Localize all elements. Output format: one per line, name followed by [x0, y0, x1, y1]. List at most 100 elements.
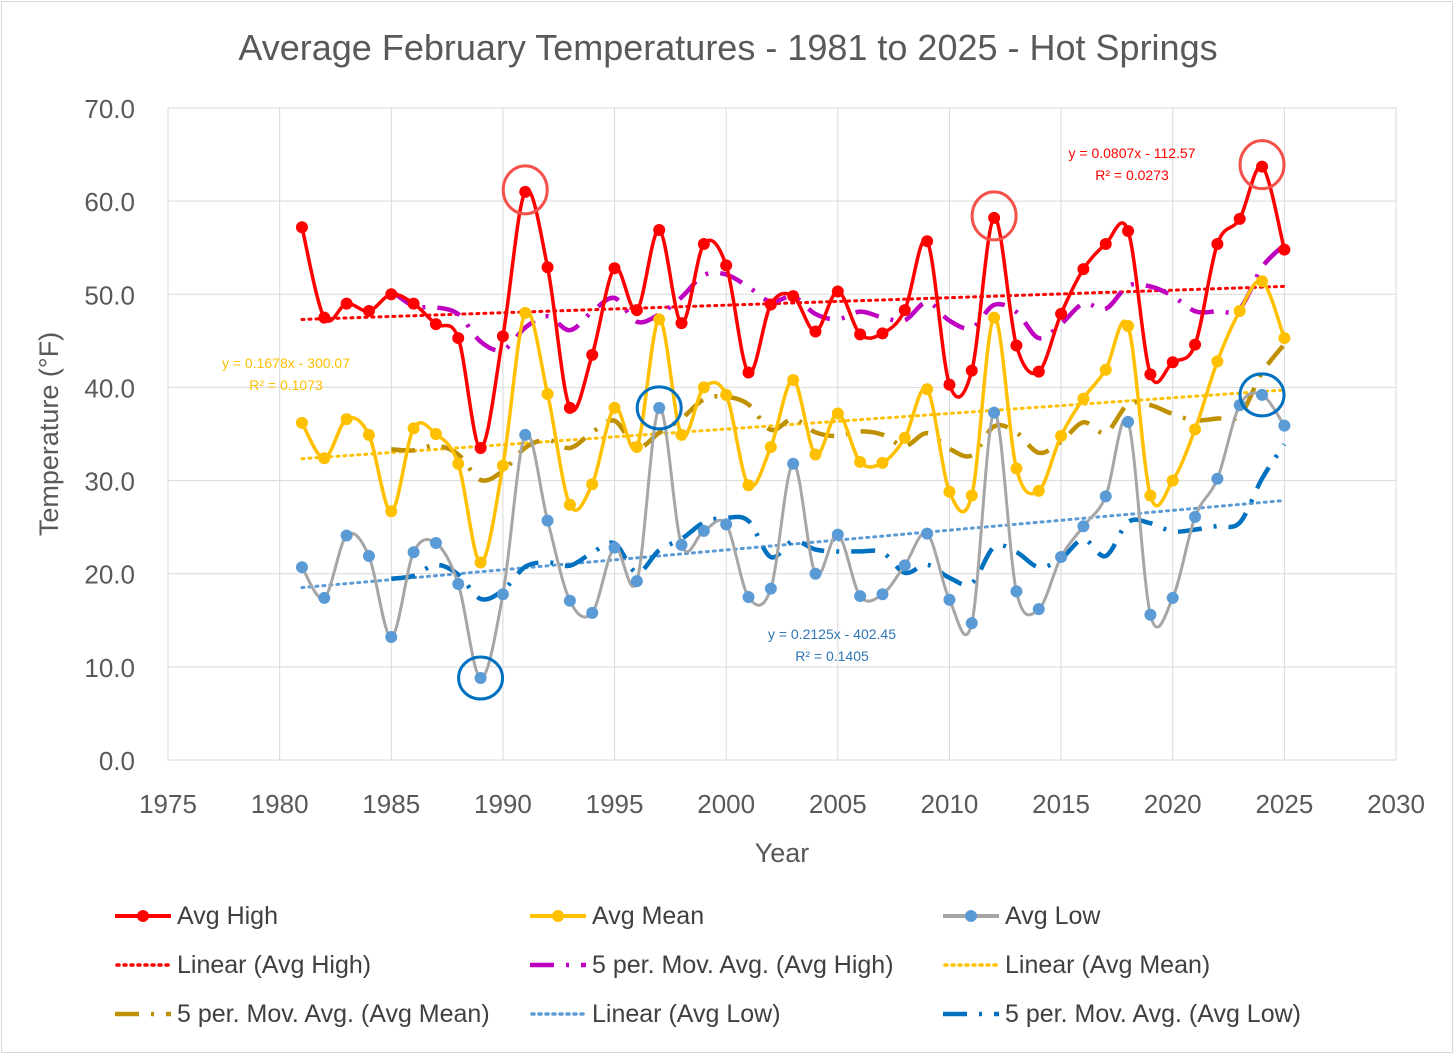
trend-equation: y = 0.0807x - 112.57	[1069, 145, 1196, 161]
data-point	[1077, 520, 1090, 533]
legend-entry: Avg Low	[943, 902, 1101, 930]
data-point	[1211, 237, 1224, 250]
data-point	[586, 478, 599, 491]
data-point	[898, 559, 911, 572]
data-point	[965, 489, 978, 502]
data-point	[519, 306, 532, 319]
data-point	[697, 524, 710, 537]
data-point	[474, 441, 487, 454]
data-point	[742, 591, 755, 603]
data-point	[1189, 510, 1202, 523]
y-axis-title: Temperature (°F)	[34, 332, 64, 536]
data-point	[1122, 319, 1135, 332]
data-point	[1055, 307, 1068, 320]
data-point	[876, 456, 889, 469]
data-point	[362, 550, 375, 563]
data-point	[563, 401, 576, 414]
data-point	[1211, 472, 1224, 485]
data-point	[586, 606, 599, 619]
y-tick-label: 0.0	[99, 746, 135, 776]
data-point	[385, 631, 398, 644]
data-point	[653, 401, 666, 414]
data-point	[519, 428, 532, 441]
linear-trendline	[300, 388, 1286, 461]
data-point	[519, 185, 532, 198]
plot-area: 0.0 10.0 20.0 30.0 40.0 50.0 60.0 70.0 1975 1980…	[84, 94, 1425, 819]
data-point	[407, 297, 420, 310]
x-tick-label: 2000	[697, 789, 755, 819]
data-point	[429, 428, 442, 440]
data-point	[988, 211, 1001, 224]
x-tick-label: 2015	[1032, 789, 1090, 819]
data-point	[943, 485, 956, 498]
data-point	[675, 428, 688, 441]
data-point	[429, 536, 442, 549]
data-point	[809, 325, 822, 338]
y-tick-label: 20.0	[84, 560, 135, 590]
trend-equation: y = 0.2125x - 402.45	[768, 626, 896, 642]
series-line	[300, 278, 1287, 565]
data-point	[965, 617, 978, 630]
data-point	[318, 591, 331, 604]
data-point	[474, 672, 487, 685]
legend-entry: Avg High	[115, 902, 278, 930]
data-point	[988, 406, 1001, 419]
data-point	[1099, 490, 1112, 503]
data-point	[1256, 388, 1269, 401]
moving-average-line	[390, 442, 1287, 602]
trend-r-squared: R² = 0.1073	[249, 377, 323, 393]
data-point	[854, 328, 867, 341]
legend-entry: Linear (Avg High)	[115, 951, 371, 979]
data-point	[608, 262, 621, 275]
linear-trendline	[300, 498, 1286, 590]
data-point	[1166, 591, 1179, 604]
data-point	[1032, 365, 1045, 378]
data-point	[1122, 224, 1135, 237]
legend-label: Linear (Avg Mean)	[1005, 951, 1210, 979]
data-point	[943, 378, 956, 391]
x-tick-label: 2010	[921, 789, 979, 819]
highlight-circle	[1238, 372, 1286, 418]
data-point	[407, 422, 420, 435]
data-point	[452, 332, 465, 345]
data-point	[653, 313, 666, 326]
x-axis-ticks: 1975 1980 1985 1990 1995 2000 2005 2010 2015 2020…	[139, 789, 1425, 819]
y-tick-label: 50.0	[84, 280, 135, 310]
x-axis-title: Year	[755, 838, 810, 868]
y-tick-label: 10.0	[84, 653, 135, 683]
data-point	[1032, 603, 1045, 616]
data-point	[1055, 429, 1068, 442]
data-point	[1077, 392, 1090, 405]
data-point	[787, 373, 800, 386]
data-point	[720, 259, 733, 272]
data-point	[452, 457, 465, 470]
data-point	[1144, 489, 1157, 502]
data-point	[988, 311, 1001, 324]
y-axis-ticks: 0.0 10.0 20.0 30.0 40.0 50.0 60.0 70.0	[84, 94, 135, 776]
data-point	[630, 441, 643, 454]
data-point	[809, 567, 822, 580]
data-point	[295, 561, 308, 574]
data-point	[854, 590, 867, 603]
data-point	[1122, 415, 1135, 428]
data-point	[1233, 212, 1246, 225]
data-point	[586, 348, 599, 361]
legend-entry: 5 per. Mov. Avg. (Avg Mean)	[115, 1000, 490, 1028]
data-point	[385, 505, 398, 518]
highlight-circles	[457, 139, 1286, 701]
data-point	[474, 556, 487, 569]
data-point	[318, 311, 331, 324]
data-point	[1010, 339, 1023, 352]
x-tick-label: 2030	[1367, 789, 1425, 819]
data-point	[318, 452, 331, 465]
data-point	[340, 529, 353, 542]
data-point	[295, 416, 308, 429]
legend-entry: Avg Mean	[530, 902, 704, 930]
data-series	[295, 160, 1291, 685]
y-tick-label: 60.0	[84, 187, 135, 217]
data-point	[1099, 363, 1112, 376]
data-point	[809, 448, 822, 461]
x-tick-label: 1995	[586, 789, 644, 819]
data-point	[1166, 474, 1179, 487]
